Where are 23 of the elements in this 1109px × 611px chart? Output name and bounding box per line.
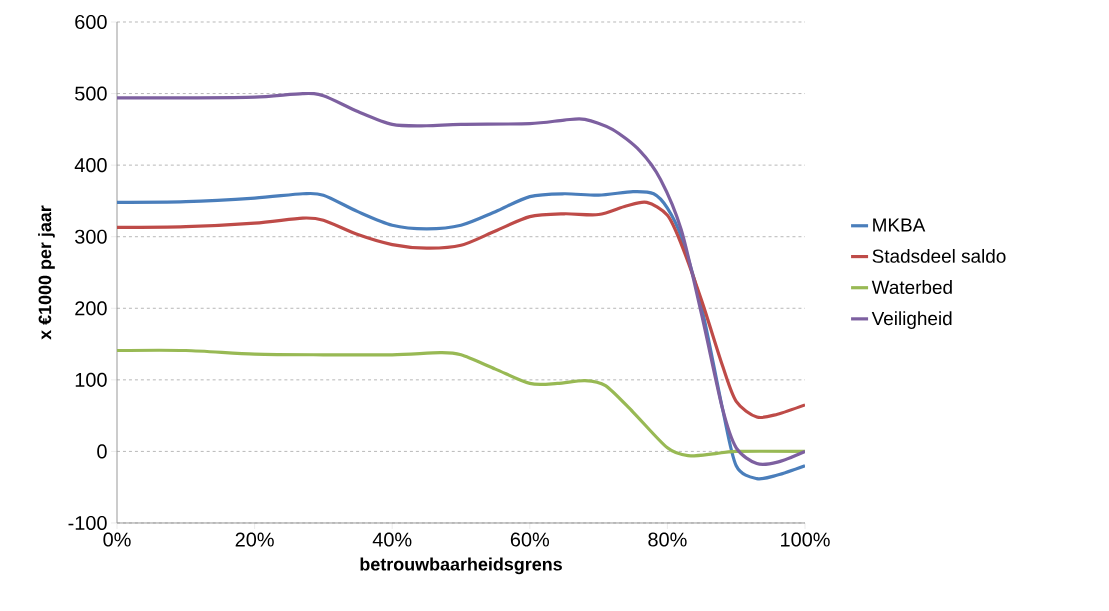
line-series	[117, 200, 806, 420]
legend-label: Veiligheid	[871, 311, 952, 329]
y-tick-label: 600	[75, 14, 107, 30]
x-tick-label: 100%	[781, 532, 830, 547]
x-tick-label: 60%	[510, 532, 550, 547]
line-series	[117, 91, 806, 466]
x-tick-label: 40%	[372, 532, 412, 547]
y-tick-label: 0	[97, 444, 107, 459]
y-tick-label: 100	[75, 372, 107, 387]
legend-label: Waterbed	[871, 280, 952, 295]
y-tick-label: 200	[75, 301, 107, 316]
x-tick-label: 80%	[648, 532, 687, 547]
y-tick-label: -100	[68, 515, 107, 531]
y-axis-title: x €1000 per jaar	[38, 205, 55, 340]
y-tick-label: 400	[74, 158, 107, 173]
legend-label: MKBA	[873, 218, 926, 232]
y-tick-label: 500	[75, 86, 107, 101]
x-axis-title: betrouwbaarheidsgrens	[360, 557, 562, 575]
x-tick-label: 20%	[235, 532, 274, 547]
x-tick-label: 0%	[103, 532, 131, 547]
line-series	[117, 348, 806, 458]
legend-label: Stadsdeel saldo	[872, 248, 1006, 263]
y-tick-label: 300	[75, 229, 107, 244]
